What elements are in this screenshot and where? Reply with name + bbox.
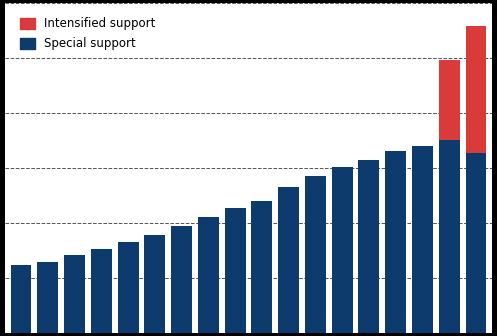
Bar <box>278 187 299 333</box>
Legend: Intensified support, Special support: Intensified support, Special support <box>16 12 160 55</box>
Bar <box>439 140 460 333</box>
Bar <box>412 146 433 333</box>
Bar <box>10 264 31 333</box>
Bar <box>225 208 246 333</box>
Bar <box>466 26 487 153</box>
Bar <box>466 153 487 333</box>
Bar <box>64 255 85 333</box>
Bar <box>145 235 166 333</box>
Bar <box>305 176 326 333</box>
Bar <box>358 160 379 333</box>
Bar <box>91 249 112 333</box>
Bar <box>385 151 406 333</box>
Bar <box>251 201 272 333</box>
Bar <box>439 60 460 140</box>
Bar <box>198 217 219 333</box>
Bar <box>171 226 192 333</box>
Bar <box>118 242 139 333</box>
Bar <box>331 167 352 333</box>
Bar <box>37 262 58 333</box>
